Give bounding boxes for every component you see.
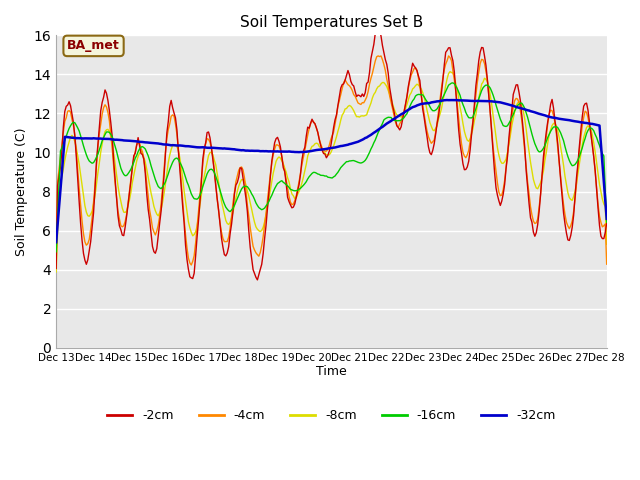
Title: Soil Temperatures Set B: Soil Temperatures Set B (240, 15, 423, 30)
X-axis label: Time: Time (316, 365, 347, 378)
Legend: -2cm, -4cm, -8cm, -16cm, -32cm: -2cm, -4cm, -8cm, -16cm, -32cm (102, 404, 561, 427)
Text: BA_met: BA_met (67, 39, 120, 52)
Y-axis label: Soil Temperature (C): Soil Temperature (C) (15, 127, 28, 256)
